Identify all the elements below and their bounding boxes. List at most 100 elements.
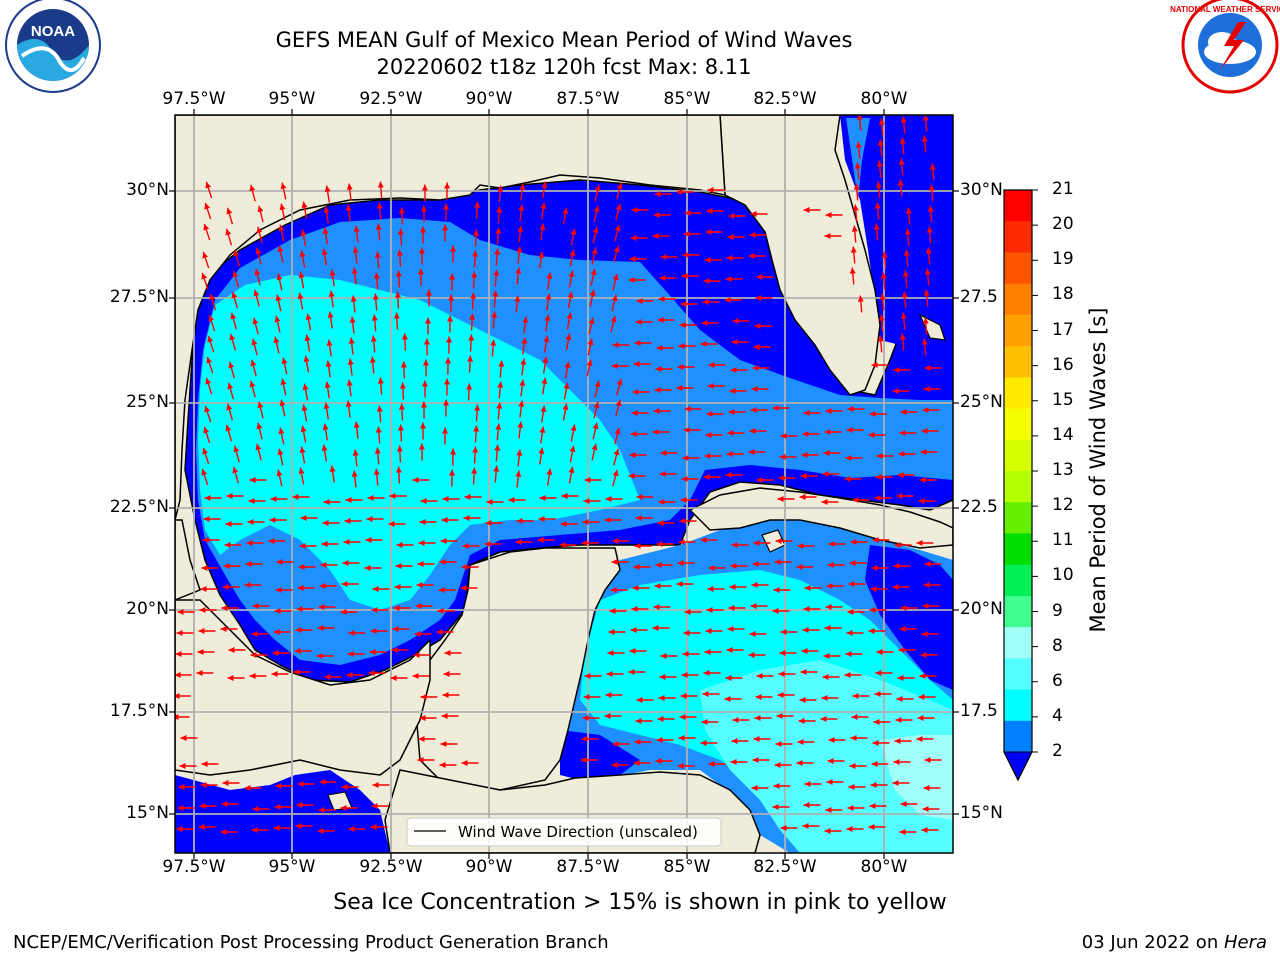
wind-arrow-head [920,449,927,455]
colorbar-segment [1004,408,1032,441]
wind-arrow-head [591,443,598,451]
wind-arrow-head [298,271,305,279]
wind-arrow-head [201,761,208,767]
wind-arrow-head [628,473,635,479]
wind-arrow-head [412,673,419,679]
wind-arrow-head [800,669,807,675]
wind-arrow-head [377,377,384,384]
wind-arrow-head [250,359,257,367]
lon-label-bottom: 85°W [663,857,711,877]
wind-arrow-head [658,499,665,505]
wind-arrow-head [592,226,599,234]
wind-arrow-head [255,247,262,255]
wind-arrow-head [803,802,810,808]
wind-arrow-head [350,295,357,302]
wind-arrow-head [614,224,621,232]
wind-arrow-head [900,312,907,319]
wind-arrow-head [905,207,912,214]
wind-arrow-head [444,182,451,189]
wind-arrow-head [777,692,784,698]
colorbar-title: Mean Period of Wind Waves [s] [1086,307,1110,633]
wind-arrow-head [654,191,661,197]
colorbar-segment [1004,314,1032,347]
wind-arrow-head [660,653,667,659]
wind-arrow-head [703,474,710,480]
wind-arrow-head [656,345,663,351]
wind-arrow-head [708,761,715,767]
wind-arrow-head [706,411,713,417]
wind-arrow-head [442,496,449,502]
wind-arrow-head [604,517,611,523]
wind-arrow-head [634,543,641,549]
wind-arrow-head [605,692,612,698]
wind-arrow-head [562,403,569,411]
wind-arrow-head [826,779,833,785]
wind-arrow-head [581,736,588,742]
wind-arrow-head [541,377,548,384]
wind-arrow-head [700,740,707,746]
wind-arrow-head [916,736,923,742]
wind-arrow-head [281,357,288,365]
wind-arrow-head [566,312,573,320]
colorbar-tick-label: 9 [1052,600,1063,621]
wind-arrow-head [277,448,284,456]
wind-arrow-head [470,292,477,299]
wind-arrow-head [442,692,449,698]
wind-arrow-head [873,719,880,725]
wind-arrow-head [274,315,281,323]
wind-arrow-head [540,202,547,209]
wind-arrow-head [299,250,306,258]
wind-arrow-head [253,289,260,297]
wind-arrow-head [396,542,403,548]
wind-arrow-head [498,360,505,367]
wind-arrow-head [726,451,733,457]
wind-arrow-head [898,451,905,457]
wind-arrow-head [801,648,808,654]
wind-arrow-head [417,268,424,275]
wind-arrow-head [388,521,395,527]
wind-arrow-head [605,496,612,502]
wind-arrow-head [607,650,614,656]
wind-arrow-head [825,604,832,610]
wind-arrow-head [633,361,640,367]
wind-arrow-head [850,539,857,545]
wind-arrow-head [417,561,424,567]
cuba-land [688,487,953,549]
wind-arrow-head [616,378,623,386]
wind-arrow-head [780,825,787,831]
wind-arrow-head [656,541,663,547]
svg-text:NOAA: NOAA [31,23,75,40]
wind-arrow-head [522,316,529,323]
wind-arrow-head [879,293,886,300]
wind-arrow-head [228,647,235,653]
wind-arrow-head [892,584,899,590]
map-subtitle: 20220602 t18z 120h fcst Max: 8.11 [376,55,752,79]
colorbar-tick-label: 14 [1052,424,1074,445]
wind-arrow-head [252,806,259,812]
lon-label-top: 97.5°W [162,89,226,109]
wind-arrow-head [485,520,492,526]
wind-arrow-head [748,253,755,259]
wind-arrow-head [629,256,636,262]
wind-arrow-head [545,293,552,301]
wind-arrow-head [473,229,480,236]
wind-arrow-head [496,402,503,409]
wind-arrow-head [827,758,834,764]
colorbar-tick-label: 15 [1052,389,1074,410]
wind-arrow-head [519,379,526,386]
wind-arrow-head [754,323,761,329]
wind-arrow-head [256,422,263,430]
wind-arrow-head [899,829,906,835]
wind-arrow-head [732,717,739,723]
lon-label-top: 80°W [860,89,908,109]
wind-arrow-head [657,317,664,323]
wind-arrow-head [608,629,615,635]
wind-arrow-head [877,335,884,342]
colorbar-tick-label: 19 [1052,249,1074,270]
wind-arrow-head [370,824,377,830]
wind-arrow-head [684,210,691,216]
wind-arrow-head [702,299,709,305]
wind-arrow-head [377,181,384,188]
wind-arrow-head [346,183,353,190]
wind-arrow-head [919,673,926,679]
